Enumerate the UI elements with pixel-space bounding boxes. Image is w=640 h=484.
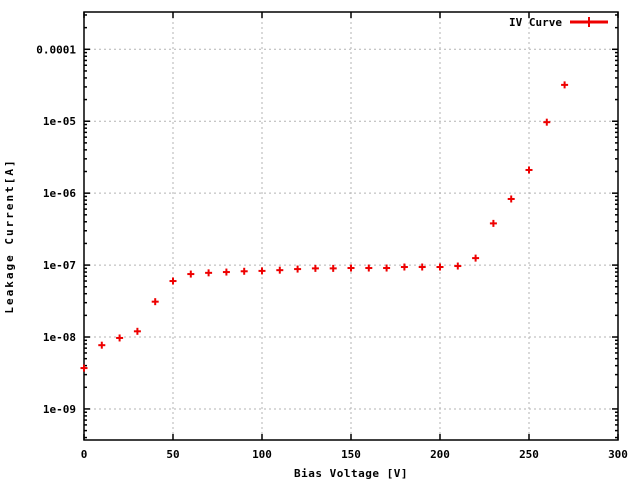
data-point-marker	[347, 264, 355, 272]
data-point-marker	[543, 118, 551, 126]
data-point-marker	[436, 263, 444, 271]
x-tick-label: 150	[341, 448, 361, 461]
axis-ticks	[83, 12, 619, 440]
data-point-marker	[311, 264, 319, 272]
data-point-marker	[507, 195, 515, 203]
data-point-marker	[489, 219, 497, 227]
plot-border	[83, 11, 619, 441]
y-tick-label: 1e-06	[43, 187, 76, 200]
data-point-marker	[98, 341, 106, 349]
data-point-marker	[400, 263, 408, 271]
data-point-marker	[169, 277, 177, 285]
data-point-marker	[294, 265, 302, 273]
data-point-marker	[258, 267, 266, 275]
x-tick-label: 200	[430, 448, 450, 461]
data-point-marker	[80, 364, 88, 372]
legend-marker-sample	[570, 17, 608, 27]
data-point-marker	[454, 262, 462, 270]
y-tick-label: 1e-08	[43, 331, 76, 344]
data-point-marker	[418, 263, 426, 271]
data-point-marker	[116, 334, 124, 342]
y-tick-label: 1e-07	[43, 259, 76, 272]
data-point-marker	[365, 264, 373, 272]
x-tick-label: 0	[81, 448, 88, 461]
x-tick-label: 300	[608, 448, 628, 461]
data-point-marker	[525, 166, 533, 174]
data-point-marker	[151, 298, 159, 306]
x-tick-label: 50	[166, 448, 179, 461]
data-point-marker	[222, 268, 230, 276]
y-tick-label: 1e-09	[43, 403, 76, 416]
data-point-marker	[329, 264, 337, 272]
legend-label: IV Curve	[509, 16, 562, 29]
data-point-marker	[472, 254, 480, 262]
data-point-marker	[205, 269, 213, 277]
x-tick-label: 250	[519, 448, 539, 461]
x-axis-title: Bias Voltage [V]	[294, 467, 408, 480]
gridlines	[84, 12, 618, 440]
y-axis-title: Leakage Current[A]	[3, 158, 16, 313]
data-point-marker	[276, 266, 284, 274]
y-tick-label: 0.0001	[36, 43, 76, 56]
data-point-marker	[383, 264, 391, 272]
series-iv-curve	[80, 81, 569, 372]
x-tick-label: 100	[252, 448, 272, 461]
data-point-marker	[187, 270, 195, 278]
tick-labels: 0.0001 1e-05 1e-06 1e-07 1e-08 1e-09 0 50 100 150…	[36, 43, 628, 461]
data-point-marker	[133, 327, 141, 335]
legend: IV Curve	[509, 16, 608, 29]
y-tick-label: 1e-05	[43, 115, 76, 128]
data-point-marker	[240, 267, 248, 275]
data-point-marker	[561, 81, 569, 89]
